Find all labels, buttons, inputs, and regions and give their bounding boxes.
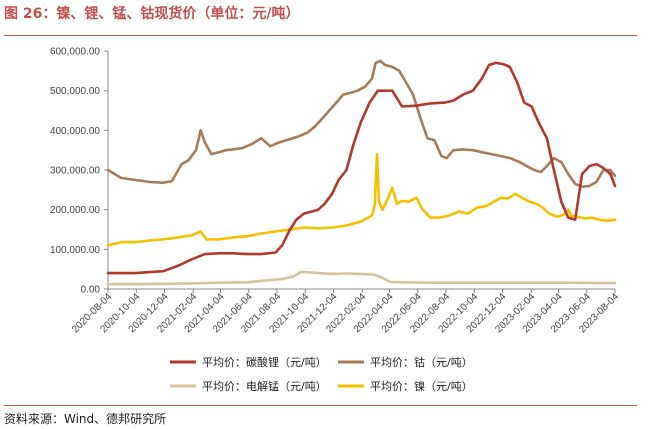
y-tick-label: 500,000.00 xyxy=(50,86,100,97)
legend-label: 平均价：镍（元/吨） xyxy=(370,379,473,393)
chart-title: 图 26：镍、锂、锰、钴现货价（单位：元/吨） xyxy=(4,6,300,22)
chart-series-lines xyxy=(106,59,617,286)
legend-label: 平均价：钴（元/吨） xyxy=(370,355,473,369)
title-divider xyxy=(4,35,637,36)
footer-divider xyxy=(4,405,637,406)
series-line-2 xyxy=(106,270,617,286)
line-chart: 0.00 100,000.00 200,000.00 300,000.00 400,00… xyxy=(50,47,621,394)
series-line-1 xyxy=(106,59,617,188)
y-tick-label: 600,000.00 xyxy=(50,47,100,58)
series-line-3 xyxy=(106,152,617,247)
chart-axes: 0.00 100,000.00 200,000.00 300,000.00 400,00… xyxy=(50,47,621,336)
source-note: 资料来源：Wind、德邦研究所 xyxy=(4,412,167,426)
y-tick-label: 400,000.00 xyxy=(50,126,100,137)
y-tick-label: 100,000.00 xyxy=(50,245,100,256)
legend-label: 平均价：碳酸锂（元/吨） xyxy=(202,355,327,369)
y-tick-label: 300,000.00 xyxy=(50,166,100,177)
series-line-0 xyxy=(106,61,617,275)
legend-label: 平均价：电解锰（元/吨） xyxy=(202,379,327,393)
y-tick-label: 0.00 xyxy=(81,285,101,296)
y-tick-label: 200,000.00 xyxy=(50,205,100,216)
chart-legend: 平均价：碳酸锂（元/吨） 平均价：钴（元/吨） 平均价：电解锰（元/吨） 平均价：镍（… xyxy=(170,355,473,393)
